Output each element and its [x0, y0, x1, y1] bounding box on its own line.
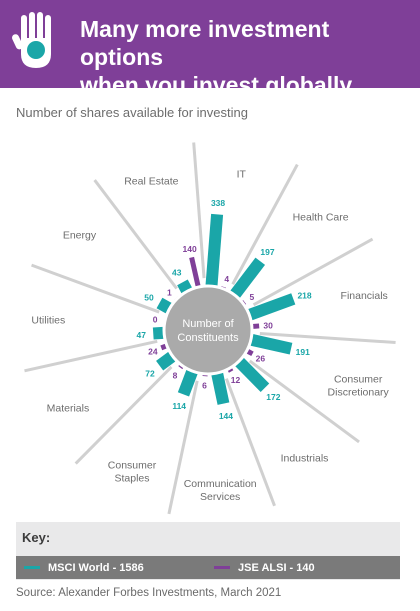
bar-msci-it [205, 213, 224, 286]
value-label-jse-it: 4 [224, 274, 229, 284]
bar-msci-consumer-staples [177, 369, 198, 397]
legend-bar: MSCI World - 1586 JSE ALSI - 140 [16, 556, 400, 579]
legend-title: Key: [22, 530, 51, 545]
bar-jse-consumer-staples [178, 364, 184, 370]
sector-label-communication-services: Communication Services [184, 478, 257, 503]
sector-label-consumer-discretionary: Consumer Discretionary [328, 374, 390, 399]
spoke-line [74, 365, 173, 465]
legend-item-msci: MSCI World - 1586 [24, 556, 144, 579]
spoke-line [93, 179, 178, 290]
center-circle [162, 284, 254, 376]
page-title: Many more investment options when you in… [80, 15, 415, 99]
value-label-msci-financials: 218 [297, 290, 311, 300]
value-label-msci-consumer-discretionary: 191 [296, 347, 310, 357]
spoke-line [31, 263, 160, 314]
bar-msci-financials [248, 293, 296, 321]
title-line-1: Many more investment options [80, 16, 330, 70]
value-label-jse-communication-services: 6 [202, 381, 207, 391]
chart-subtitle: Number of shares available for investing [16, 105, 248, 120]
legend-item-jse: JSE ALSI - 140 [214, 556, 315, 579]
sector-label-real-estate: Real Estate [124, 175, 178, 187]
bar-msci-industrials [235, 357, 270, 392]
value-label-msci-consumer-staples: 114 [172, 401, 186, 411]
bar-jse-industrials [227, 368, 234, 373]
value-label-jse-consumer-staples: 8 [173, 370, 178, 380]
spoke-line [252, 237, 374, 307]
radial-bar-chart: Number of Constituents 338 4 197 5 218 30 191 2… [24, 142, 396, 515]
center-label-line-2: Constituents [177, 332, 239, 344]
value-label-jse-energy: 1 [167, 287, 172, 297]
value-label-jse-health-care: 5 [249, 292, 254, 302]
value-label-msci-real-estate: 43 [172, 267, 182, 277]
value-label-msci-energy: 50 [144, 293, 154, 303]
spoke-lines [24, 142, 396, 515]
value-label-msci-industrials: 172 [266, 392, 280, 402]
sector-label-health-care: Health Care [293, 211, 349, 223]
sector-label-industrials: Industrials [281, 453, 329, 465]
value-label-jse-real-estate: 140 [183, 244, 197, 254]
value-label-jse-materials: 24 [148, 347, 158, 357]
bar-jse-financials [252, 323, 260, 329]
sector-labels: IT Health Care Financials Consumer Discretio… [31, 168, 389, 503]
spoke-line [192, 142, 206, 279]
spoke-line [167, 380, 199, 515]
legend-label-msci: MSCI World - 1586 [48, 561, 144, 574]
spoke-line [259, 331, 396, 345]
value-label-msci-materials: 72 [145, 368, 155, 378]
bar-msci-utilities [152, 326, 164, 340]
bar-msci-consumer-discretionary [250, 334, 293, 355]
value-label-msci-communication-services: 144 [219, 411, 233, 421]
bar-jse-real-estate [189, 256, 201, 287]
sector-label-financials: Financials [341, 290, 388, 302]
value-label-jse-consumer-discretionary: 26 [256, 354, 266, 364]
legend-swatch-msci [24, 566, 40, 569]
value-label-msci-utilities: 47 [137, 330, 147, 340]
sector-label-energy: Energy [63, 230, 97, 242]
spoke-line [225, 378, 276, 507]
sector-label-utilities: Utilities [31, 314, 65, 326]
value-label-msci-it: 338 [211, 198, 225, 208]
bar-msci-materials [156, 351, 176, 371]
value-label-jse-utilities: 0 [153, 314, 158, 324]
value-label-jse-financials: 30 [263, 321, 273, 331]
bar-msci-health-care [230, 257, 266, 298]
sector-label-materials: Materials [47, 402, 90, 414]
value-label-msci-health-care: 197 [260, 247, 274, 257]
legend-label-jse: JSE ALSI - 140 [238, 561, 315, 574]
legend-swatch-jse [214, 566, 230, 569]
bar-msci-real-estate [177, 279, 193, 294]
source-note: Source: Alexander Forbes Investments, Ma… [16, 587, 282, 599]
title-line-2: when you invest globally [80, 72, 353, 98]
center-label-line-1: Number of [182, 318, 234, 330]
sector-label-consumer-staples: Consumer Staples [108, 459, 157, 484]
sector-label-it: IT [237, 168, 247, 180]
header-banner: Many more investment options when you in… [0, 0, 420, 98]
value-label-jse-industrials: 12 [231, 375, 241, 385]
hand-icon [12, 12, 51, 68]
spoke-line [231, 163, 299, 285]
spoke-line [248, 359, 360, 444]
spoke-line [24, 339, 158, 373]
legend: Key: MSCI World - 1586 JSE ALSI - 140 [16, 522, 400, 580]
bar-msci-communication-services [211, 372, 230, 405]
